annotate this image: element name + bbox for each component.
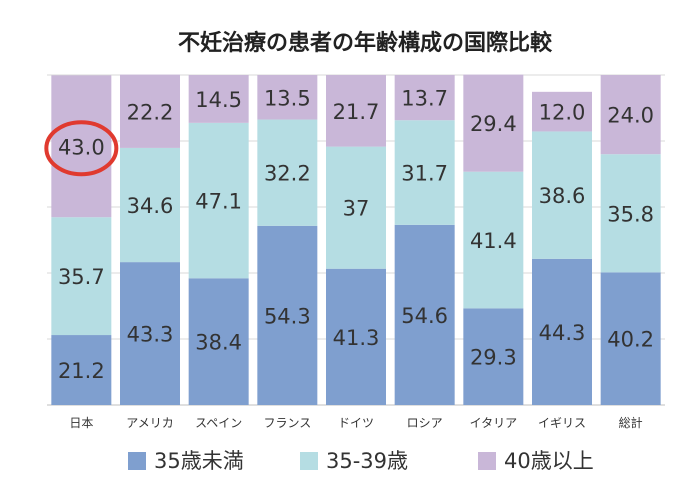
bar-segment (600, 75, 661, 155)
data-label: 43.0 (58, 135, 105, 159)
bar-segment (120, 262, 180, 405)
bar-segment (257, 75, 318, 120)
bar-segment (188, 278, 249, 405)
legend-swatch (128, 452, 146, 470)
data-label: 13.5 (264, 86, 311, 110)
legend-swatch (300, 452, 318, 470)
bar-segment (326, 75, 386, 147)
data-label: 34.6 (127, 194, 174, 218)
bar-segment (600, 272, 661, 405)
bar-segment (188, 122, 249, 279)
bar-segment (463, 171, 524, 309)
legend-label: 35歳未満 (154, 449, 244, 473)
chart-title: 不妊治療の患者の年齢構成の国際比較 (178, 30, 553, 56)
data-label: 43.3 (127, 323, 174, 347)
data-label: 35.8 (607, 202, 654, 226)
category-label: イギリス (538, 416, 586, 430)
data-label: 12.0 (539, 101, 586, 125)
category-labels: 日本 アメリカ スペイン フランス ドイツ ロシア イタリア イギリス 総計 (69, 415, 642, 430)
bar-segment (51, 217, 112, 336)
legend-label: 35-39歳 (326, 449, 408, 473)
category-label: イタリア (470, 416, 518, 430)
data-label: 54.3 (264, 304, 311, 328)
legend: 35歳未満 35-39歳 40歳以上 (128, 449, 594, 473)
data-label: 21.2 (58, 359, 105, 383)
legend-label: 40歳以上 (504, 449, 594, 473)
data-label: 38.6 (539, 184, 586, 208)
category-label: ドイツ (338, 416, 374, 430)
data-label: 31.7 (401, 162, 448, 186)
bar-segment (257, 225, 318, 405)
data-label: 35.7 (58, 265, 105, 289)
category-label: 日本 (69, 416, 93, 430)
data-label: 29.3 (470, 346, 517, 370)
bar-segment (532, 131, 592, 259)
bar-segment (51, 75, 112, 218)
category-label: 総計 (619, 415, 643, 430)
bar-segment (463, 308, 524, 405)
data-label: 14.5 (195, 88, 242, 112)
data-label: 41.3 (333, 326, 380, 350)
data-label: 47.1 (195, 190, 242, 214)
data-label: 22.2 (127, 100, 174, 124)
data-label: 21.7 (333, 100, 380, 124)
category-label: フランス (263, 416, 311, 430)
category-label: ロシア (407, 416, 443, 430)
data-label: 38.4 (195, 331, 242, 355)
bar-segment (326, 146, 386, 269)
bars (51, 74, 661, 405)
data-label: 54.6 (401, 304, 448, 328)
data-label: 24.0 (607, 104, 654, 128)
highlight-circle (44, 120, 119, 177)
bar-segment (463, 74, 524, 172)
bar-segment (51, 335, 112, 405)
data-label: 32.2 (264, 162, 311, 186)
data-label: 40.2 (607, 328, 654, 352)
category-label: スペイン (195, 416, 242, 430)
category-label: アメリカ (126, 416, 173, 430)
bar-segment (532, 91, 592, 132)
bar-segment (188, 75, 249, 123)
bar-segment (120, 147, 180, 263)
bar-segment (394, 120, 455, 225)
data-labels: 21.2 35.7 43.0 43.3 34.6 22.2 38.4 47.1 14.5 54.3… (58, 86, 654, 383)
bar-segment (120, 74, 180, 148)
legend-swatch (478, 452, 496, 470)
highlight-annotation (44, 120, 119, 177)
data-label: 44.3 (539, 321, 586, 345)
data-label: 37 (343, 197, 370, 221)
data-label: 41.4 (470, 229, 517, 253)
bar-segment (394, 224, 455, 405)
data-label: 29.4 (470, 112, 517, 136)
bar-segment (600, 154, 661, 273)
bar-segment (394, 75, 455, 121)
data-label: 13.7 (401, 87, 448, 111)
bar-segment (257, 119, 318, 226)
bar-segment (326, 268, 386, 405)
bar-segment (532, 258, 592, 405)
